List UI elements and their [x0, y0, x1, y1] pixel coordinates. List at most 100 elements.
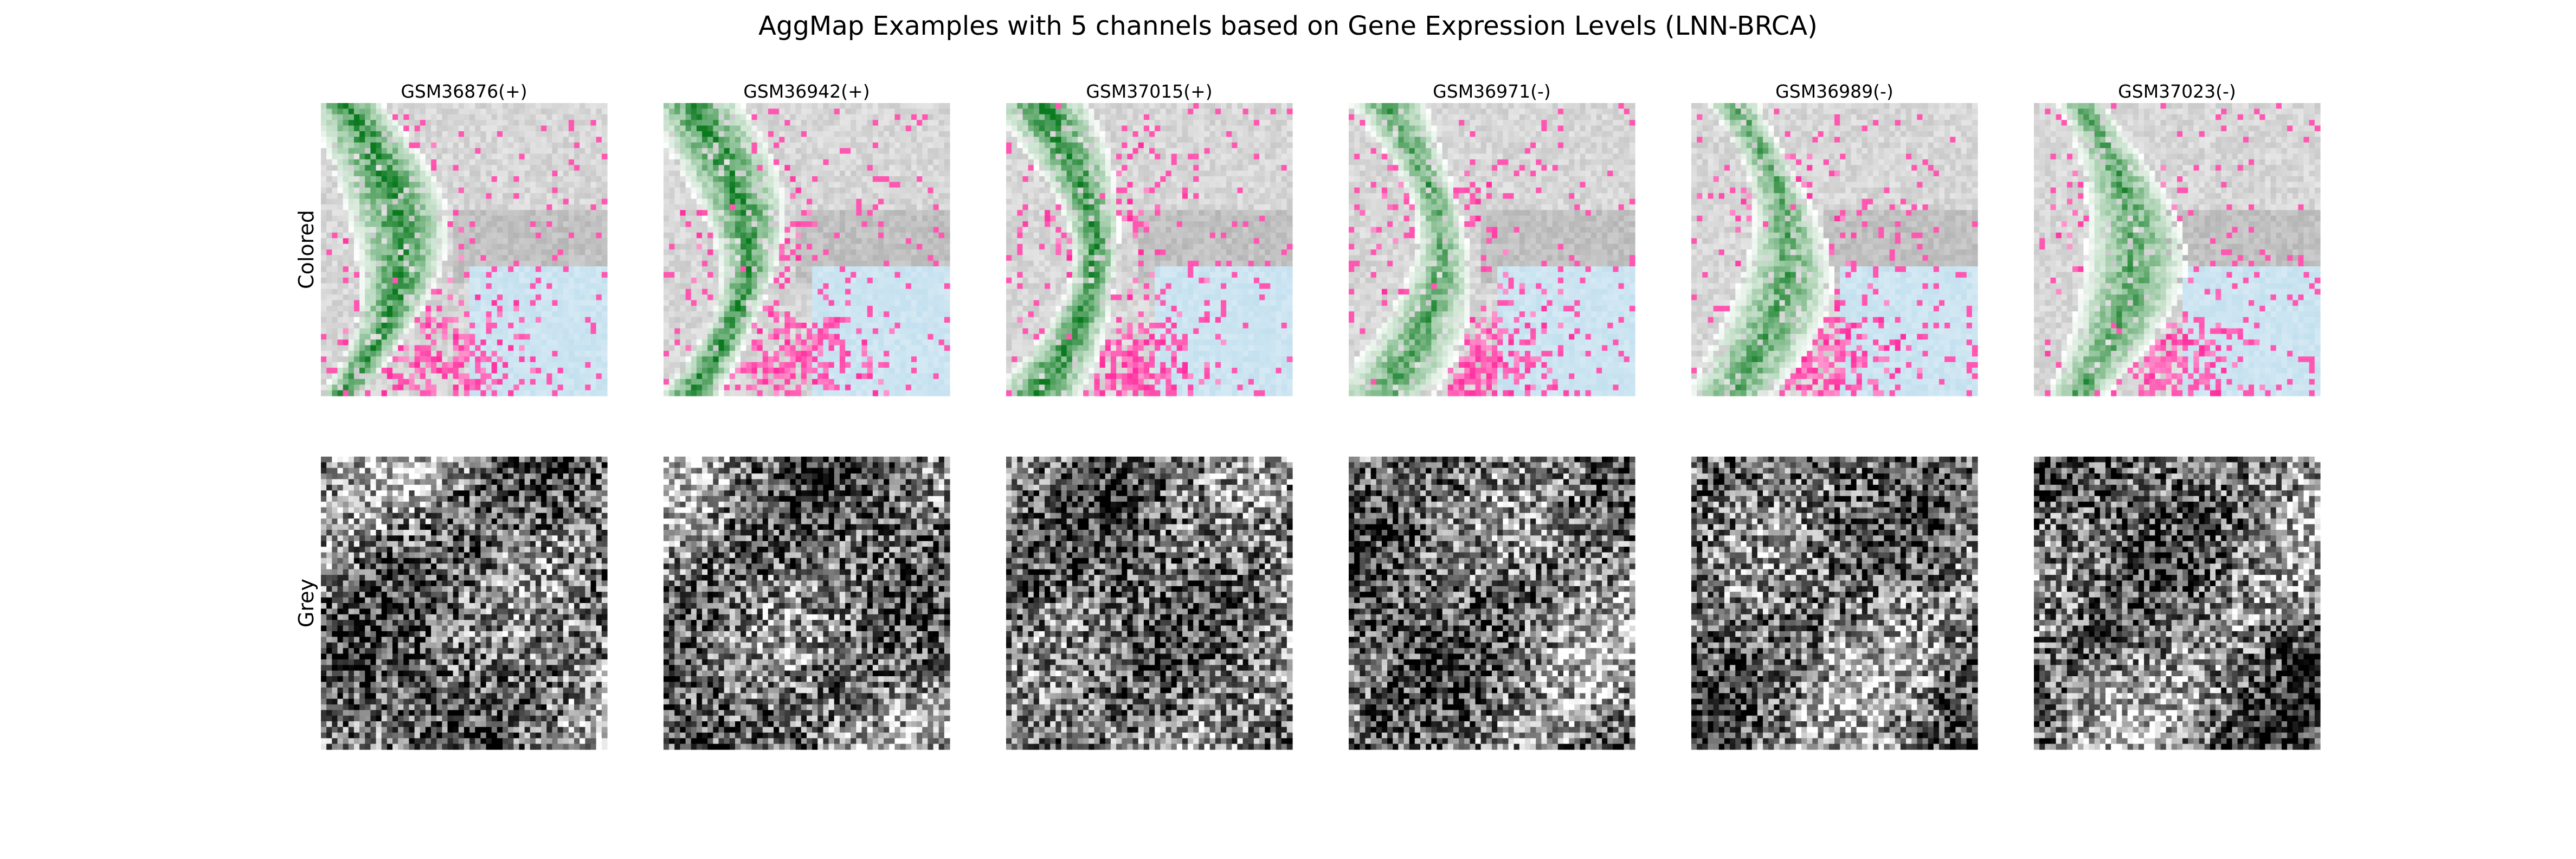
heatmap-cell — [409, 176, 415, 182]
heatmap-cell — [492, 278, 498, 284]
heatmap-cell — [480, 176, 486, 182]
heatmap-cell — [569, 368, 575, 374]
heatmap-cell — [569, 143, 575, 149]
heatmap-cell — [579, 339, 585, 345]
heatmap-cell — [420, 165, 426, 171]
heatmap-cell — [851, 120, 856, 126]
heatmap-cell — [415, 216, 421, 222]
heatmap-cell — [552, 261, 558, 267]
heatmap-cell — [790, 210, 796, 216]
heatmap-cell — [558, 199, 564, 205]
heatmap-cell — [569, 188, 575, 194]
heatmap-cell — [889, 210, 895, 216]
heatmap-cell — [448, 193, 454, 199]
heatmap-cell — [349, 148, 355, 154]
heatmap-cell — [513, 131, 519, 137]
heatmap-cell — [900, 114, 906, 120]
heatmap-cell — [664, 171, 669, 177]
heatmap-cell — [376, 255, 382, 261]
heatmap-cell — [807, 120, 813, 126]
heatmap-cell — [707, 143, 713, 149]
heatmap-cell — [436, 193, 442, 199]
heatmap-cell — [702, 153, 708, 159]
heatmap-cell — [503, 153, 508, 159]
heatmap-cell — [922, 182, 928, 188]
heatmap-cell — [448, 159, 454, 165]
heatmap-cell — [370, 323, 376, 329]
heatmap-cell — [321, 373, 327, 379]
heatmap-cell — [376, 227, 382, 233]
heatmap-cell — [602, 356, 608, 362]
heatmap-cell — [928, 204, 933, 210]
heatmap-cell — [585, 351, 591, 357]
heatmap-cell — [552, 300, 558, 306]
heatmap-cell — [392, 148, 398, 154]
heatmap-cell — [669, 244, 675, 250]
heatmap-cell — [546, 266, 552, 272]
heatmap-cell — [746, 227, 752, 233]
heatmap-cell — [944, 120, 950, 126]
heatmap-cell — [403, 317, 409, 323]
heatmap-cell — [519, 334, 525, 340]
heatmap-cell — [459, 317, 465, 323]
heatmap-cell — [585, 131, 591, 137]
heatmap-cell — [579, 114, 585, 120]
heatmap-cell — [680, 120, 686, 126]
heatmap-cell — [541, 114, 547, 120]
heatmap-cell — [536, 204, 542, 210]
heatmap-cell — [403, 103, 409, 109]
heatmap-cell — [486, 176, 492, 182]
heatmap-cell — [928, 182, 933, 188]
heatmap-cell — [530, 126, 536, 132]
heatmap-cell — [486, 244, 492, 250]
heatmap-cell — [519, 227, 525, 233]
heatmap-cell — [740, 199, 746, 205]
heatmap-cell — [889, 227, 895, 233]
heatmap-cell — [691, 165, 697, 171]
heatmap-cell — [669, 165, 675, 171]
heatmap-cell — [697, 182, 703, 188]
heatmap-cell — [503, 227, 508, 233]
heatmap-cell — [900, 165, 906, 171]
heatmap-cell — [579, 379, 585, 385]
heatmap-cell — [354, 317, 360, 323]
heatmap-cell — [508, 227, 514, 233]
heatmap-cell — [558, 362, 564, 368]
heatmap-cell — [546, 328, 552, 334]
heatmap-cell — [349, 379, 355, 385]
heatmap-cell — [431, 171, 437, 177]
heatmap-cell — [719, 165, 725, 171]
heatmap-cell — [370, 384, 376, 390]
heatmap-cell — [332, 328, 338, 334]
heatmap-cell — [569, 334, 575, 340]
heatmap-cell — [740, 143, 746, 149]
heatmap-cell — [486, 204, 492, 210]
heatmap-cell — [343, 143, 349, 149]
heatmap-cell — [817, 227, 823, 233]
heatmap-cell — [933, 238, 939, 244]
heatmap-cell — [691, 210, 697, 216]
heatmap-cell — [591, 221, 597, 227]
heatmap-cell — [370, 261, 376, 267]
heatmap-cell — [569, 373, 575, 379]
heatmap-cell — [812, 199, 818, 205]
heatmap-cell — [591, 193, 597, 199]
heatmap-cell — [387, 351, 393, 357]
heatmap-cell — [409, 255, 415, 261]
heatmap-cell — [420, 153, 426, 159]
heatmap-cell — [873, 204, 879, 210]
heatmap-cell — [464, 165, 470, 171]
heatmap-cell — [664, 176, 669, 182]
heatmap-cell — [464, 182, 470, 188]
heatmap-cell — [669, 143, 675, 149]
heatmap-cell — [894, 114, 900, 120]
heatmap-cell — [591, 390, 597, 396]
heatmap-cell — [674, 171, 680, 177]
heatmap-cell — [867, 233, 873, 239]
heatmap-cell — [674, 126, 680, 132]
heatmap-cell — [426, 362, 432, 368]
heatmap-cell — [823, 171, 829, 177]
heatmap-cell — [563, 233, 569, 239]
heatmap-cell — [513, 323, 519, 329]
heatmap-cell — [724, 176, 730, 182]
